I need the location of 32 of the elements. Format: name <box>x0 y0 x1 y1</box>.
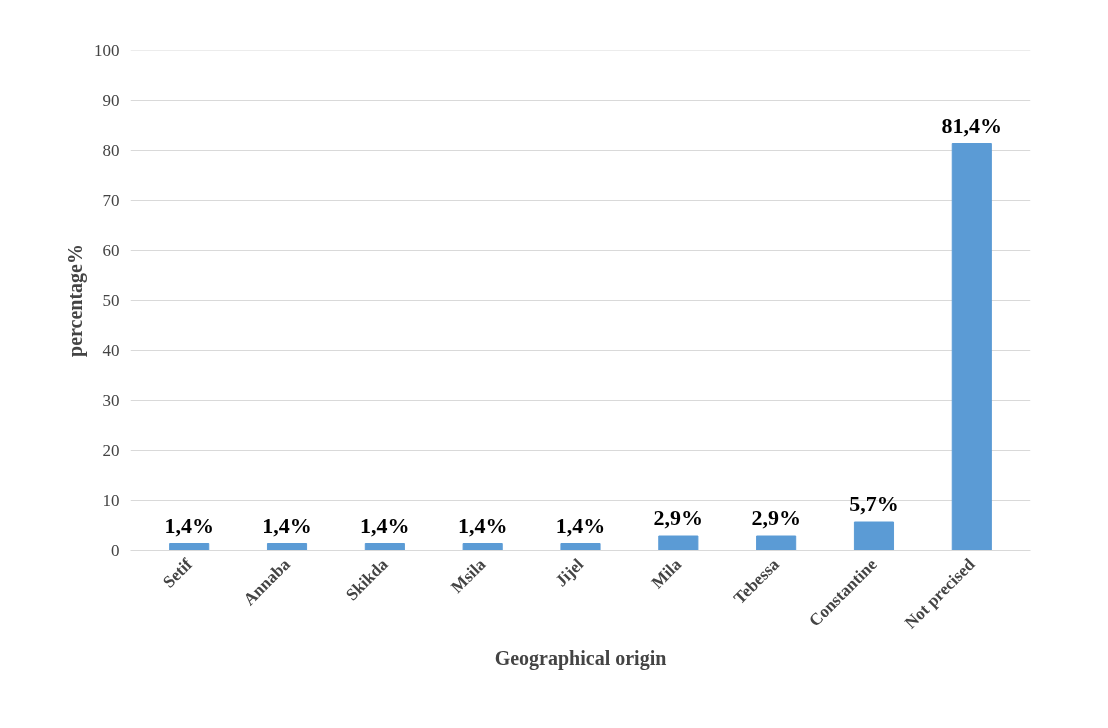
data-label: 5,7% <box>849 491 899 516</box>
x-tick-label: Mila <box>647 554 686 593</box>
y-tick-label: 50 <box>102 291 120 310</box>
y-tick-label: 100 <box>94 41 120 60</box>
bar <box>951 143 992 551</box>
bar <box>364 543 405 551</box>
y-tick-label: 10 <box>102 491 120 510</box>
data-label: 1,4% <box>164 512 214 538</box>
bar <box>560 543 601 551</box>
y-tick-label: 40 <box>102 341 120 360</box>
x-axis-title: Geographical origin <box>494 647 667 671</box>
data-label: 1,4% <box>457 512 508 538</box>
y-tick-label: 60 <box>102 241 120 260</box>
data-label: 1,4% <box>360 512 410 538</box>
y-tick-label: 20 <box>102 441 120 460</box>
data-label: 1,4% <box>262 512 312 538</box>
y-tick-label: 30 <box>102 391 120 410</box>
bar <box>658 535 699 551</box>
data-label: 1,4% <box>555 512 606 538</box>
bar <box>266 543 308 551</box>
bar <box>462 543 503 551</box>
bar <box>169 543 210 551</box>
y-tick-label: 90 <box>102 91 120 110</box>
data-label: 81,4% <box>941 112 1003 138</box>
data-label: 2,9% <box>751 505 801 530</box>
y-tick-label: 70 <box>102 191 120 210</box>
bar <box>853 521 895 551</box>
data-label: 2,9% <box>653 505 704 530</box>
y-tick-label: 80 <box>102 141 120 160</box>
y-tick-label: 0 <box>111 541 120 560</box>
y-axis-title: percentage% <box>64 244 87 357</box>
bar <box>756 535 797 551</box>
